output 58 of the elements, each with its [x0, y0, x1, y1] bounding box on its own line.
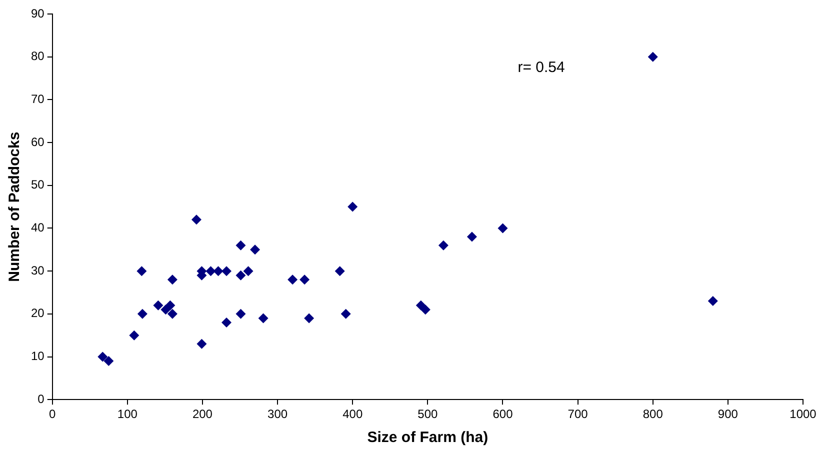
point — [137, 308, 148, 319]
point — [236, 308, 246, 319]
point — [250, 244, 260, 255]
x-tick-label: 100 — [117, 407, 138, 422]
x-tick-label: 200 — [192, 407, 213, 422]
point — [498, 223, 508, 234]
y-tick-label: 80 — [30, 49, 45, 64]
point — [438, 240, 448, 250]
x-axis-title: Size of Farm (ha) — [367, 429, 488, 446]
point — [129, 330, 140, 340]
point — [104, 356, 114, 366]
y-tick-label: 70 — [30, 92, 45, 106]
point — [258, 313, 268, 324]
point — [416, 300, 426, 310]
point — [466, 232, 477, 242]
point — [348, 202, 358, 212]
x-tick-label: 0 — [49, 407, 56, 422]
y-tick-label: 10 — [30, 349, 45, 364]
point — [222, 317, 232, 328]
y-tick-label: 30 — [30, 263, 45, 278]
x-tick-label: 900 — [718, 407, 738, 422]
point — [153, 300, 164, 310]
annotation: r= 0.54 — [518, 59, 565, 76]
point — [165, 300, 176, 310]
point — [167, 308, 178, 319]
point — [420, 304, 430, 315]
point — [243, 266, 254, 276]
point — [300, 274, 310, 285]
point — [167, 274, 178, 285]
point — [288, 274, 298, 285]
point — [304, 313, 314, 324]
x-tick-label: 600 — [492, 407, 514, 422]
point — [648, 52, 658, 62]
y-tick-label: 40 — [30, 220, 45, 235]
point — [98, 352, 108, 362]
y-tick-label: 0 — [38, 392, 45, 406]
y-axis-title: Number of Paddocks — [6, 132, 24, 282]
point — [334, 266, 345, 276]
x-tick-label: 1000 — [790, 407, 817, 422]
point — [191, 214, 202, 225]
point — [213, 266, 224, 276]
x-tick-label: 300 — [268, 407, 288, 422]
y-tick-label: 20 — [30, 306, 45, 320]
point — [136, 266, 147, 276]
point — [340, 308, 351, 319]
point — [236, 240, 246, 250]
point — [222, 266, 232, 276]
point — [708, 296, 718, 306]
y-tick-label: 90 — [30, 6, 45, 20]
x-tick-label: 800 — [642, 407, 664, 422]
x-tick-label: 400 — [342, 407, 363, 422]
point — [236, 270, 246, 280]
point — [206, 266, 216, 276]
x-tick-label: 500 — [418, 407, 438, 422]
point — [196, 338, 207, 349]
y-tick-label: 60 — [30, 134, 45, 149]
x-tick-label: 700 — [568, 407, 588, 422]
y-tick-label: 50 — [30, 178, 45, 192]
